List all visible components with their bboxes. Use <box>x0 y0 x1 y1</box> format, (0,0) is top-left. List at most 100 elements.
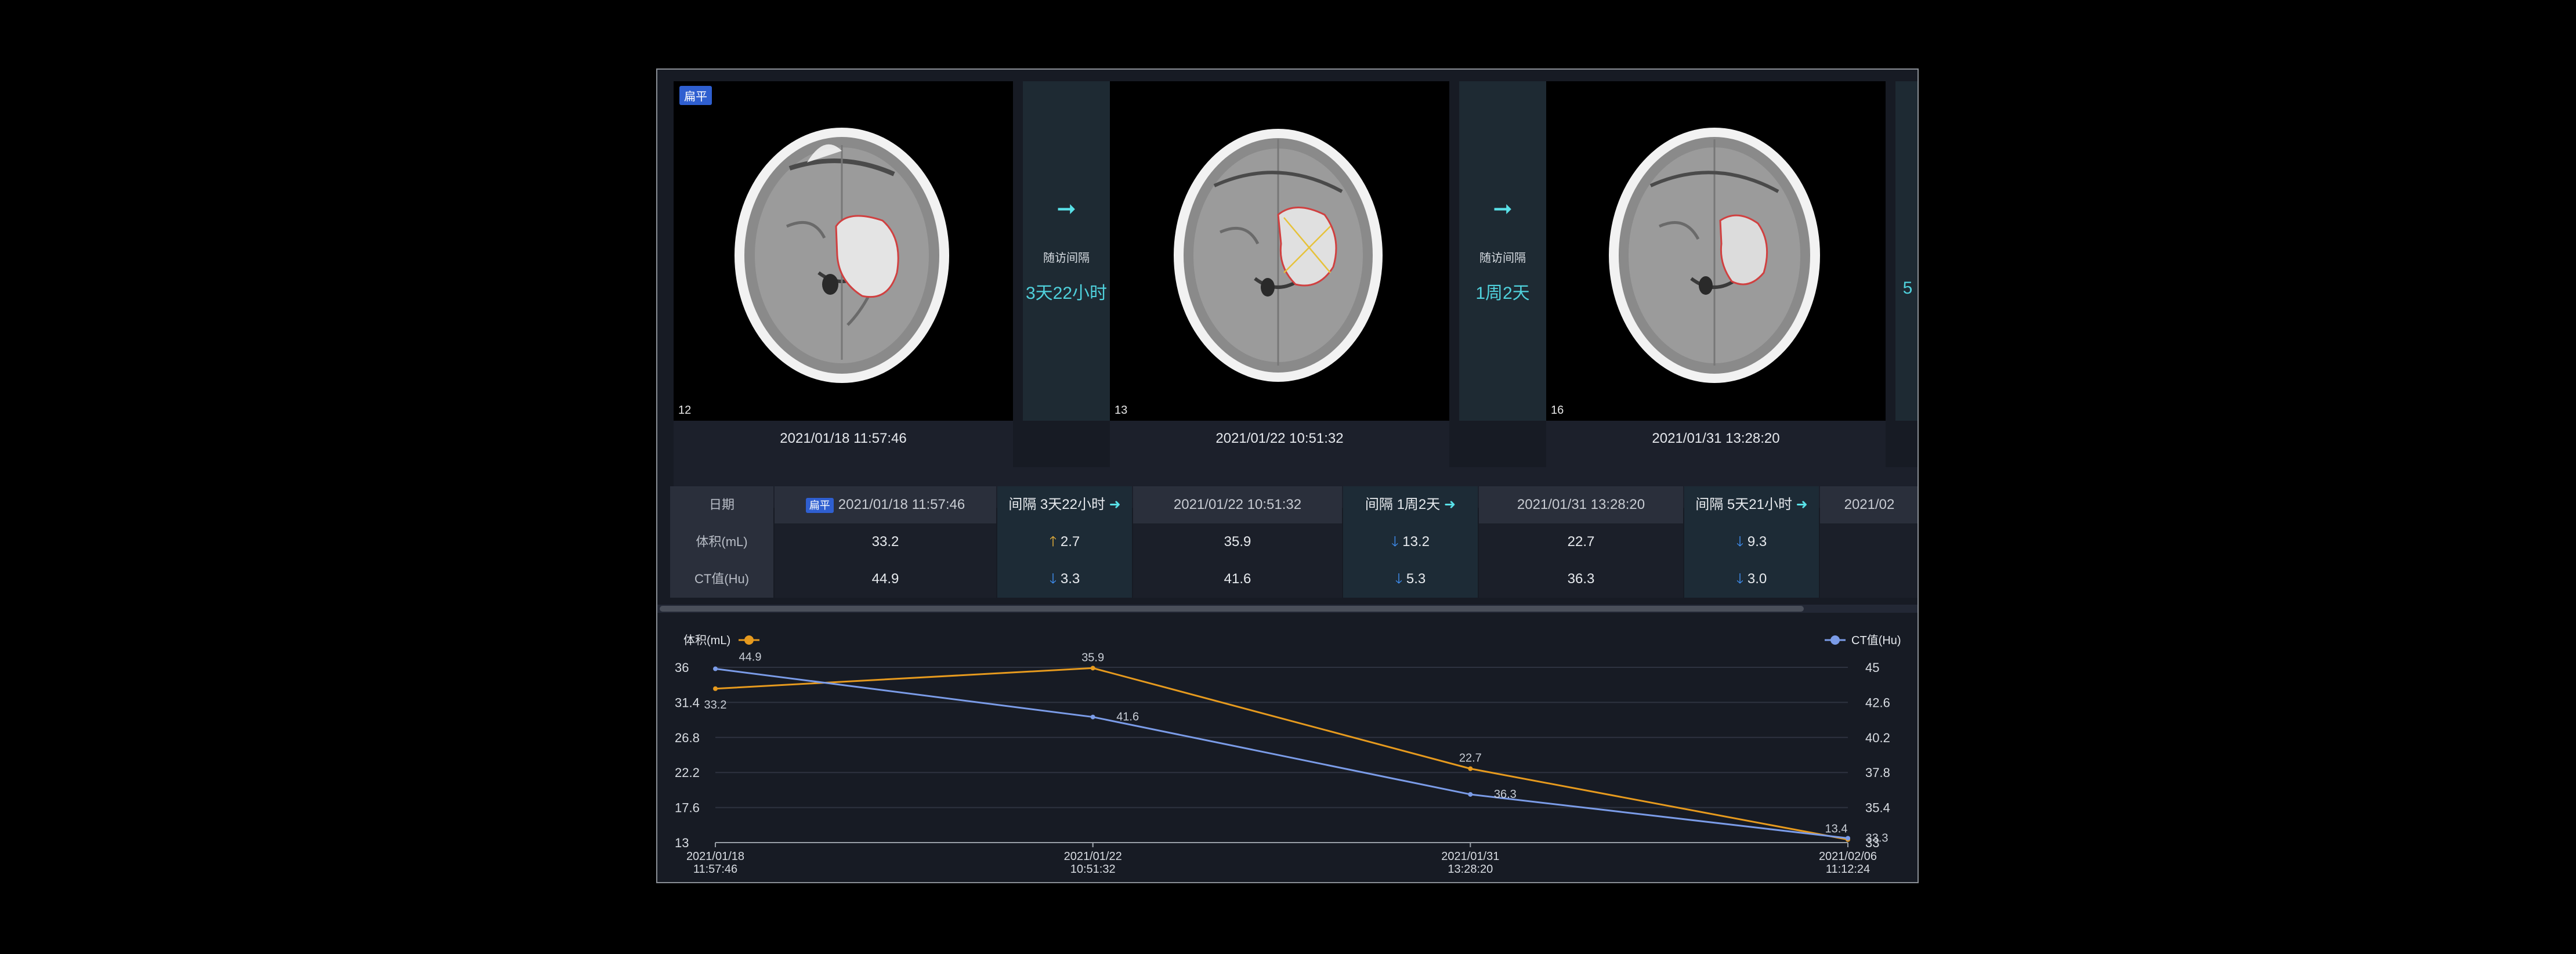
scan-datetime: 2021/01/18 11:57:46 <box>674 421 1013 467</box>
legend-ct-marker <box>1830 635 1840 645</box>
ct-scan-3 <box>1609 128 1820 383</box>
interval-label: 随访间隔 <box>1043 252 1090 265</box>
ct-panel-3[interactable]: 16 2021/01/31 13:28:20 <box>1546 81 1886 529</box>
volume-value <box>1820 523 1917 561</box>
volume-value: 35.9 <box>1133 523 1342 561</box>
data-label: 22.7 <box>1459 752 1482 765</box>
slice-number: 13 <box>1115 404 1128 417</box>
x-tick-label: 10:51:32 <box>1070 863 1116 876</box>
data-point <box>1090 666 1095 671</box>
row-label-ct: CT值(Hu) <box>670 561 773 598</box>
x-tick-label: 11:57:46 <box>693 863 737 876</box>
interval-header-1: 间隔 3天22小时 ➜ <box>997 486 1132 523</box>
flat-badge: 扁平 <box>805 497 834 513</box>
date-header-4[interactable]: 2021/02 <box>1820 486 1917 523</box>
volume-change: 🡓 13.2 <box>1343 523 1478 561</box>
date-header-1[interactable]: 扁平 2021/01/18 11:57:46 <box>775 486 996 523</box>
arrow-up-icon: 🡑 <box>1049 534 1057 550</box>
scan-datetime: 2021/01/31 13:28:20 <box>1546 421 1886 467</box>
interval-header-2: 间隔 1周2天 ➜ <box>1343 486 1478 523</box>
data-point <box>1468 792 1473 797</box>
interval-column-2: ➞ 随访间隔 1周2天 <box>1459 81 1546 421</box>
series-line-2 <box>715 668 1848 839</box>
volume-change: 🡑 2.7 <box>997 523 1132 561</box>
arrow-right-icon: ➞ <box>1057 196 1076 222</box>
arrow-down-icon: 🡓 <box>1395 571 1403 587</box>
date-header-2[interactable]: 2021/01/22 10:51:32 <box>1133 486 1342 523</box>
series-line-1 <box>715 667 1848 841</box>
row-label-volume: 体积(mL) <box>670 523 773 561</box>
trend-chart-svg: 36 45 31.4 42.6 26.8 40.2 22.2 37.8 17.6 35.4 13 33… <box>675 634 1901 876</box>
data-label: 13.4 <box>1825 823 1848 836</box>
x-tick-label: 2021/02/06 <box>1819 850 1877 863</box>
ct-scan-1 <box>735 128 949 383</box>
left-tick-label: 17.6 <box>675 801 700 815</box>
arrow-down-icon: 🡓 <box>1391 534 1399 550</box>
data-point <box>713 686 718 691</box>
ct-image-strip[interactable]: 扁平 12 2021/01/18 11:57:46 <box>674 81 1917 529</box>
left-tick-label: 22.2 <box>675 765 700 780</box>
data-label: 33.2 <box>704 699 727 711</box>
data-label: 33.3 <box>1866 832 1888 844</box>
interval-value: 1周2天 <box>1475 284 1530 303</box>
arrow-right-icon: ➜ <box>1796 497 1808 512</box>
ct-image-3[interactable]: 16 <box>1546 81 1886 421</box>
data-label: 36.3 <box>1494 788 1517 801</box>
interval-header-3: 间隔 5天21小时 ➜ <box>1684 486 1819 523</box>
legend-volume-label: 体积(mL) <box>683 634 730 647</box>
data-point <box>1468 766 1473 771</box>
volume-value: 33.2 <box>775 523 996 561</box>
right-tick-label: 37.8 <box>1865 765 1890 780</box>
interval-value: 3天22小时 <box>1025 284 1108 303</box>
x-tick-label: 2021/01/31 <box>1441 850 1499 863</box>
ct-change: 🡓 3.3 <box>997 561 1132 598</box>
data-point <box>1090 714 1095 720</box>
right-tick-label: 40.2 <box>1865 731 1890 745</box>
left-tick-label: 36 <box>675 660 689 675</box>
right-tick-label: 45 <box>1865 660 1879 675</box>
flat-badge: 扁平 <box>679 86 712 105</box>
ct-image-1[interactable]: 扁平 12 <box>674 81 1013 421</box>
slice-number: 12 <box>678 404 692 417</box>
arrow-right-icon: ➞ <box>1493 196 1513 222</box>
ct-change: 🡓 5.3 <box>1343 561 1478 598</box>
x-tick-label: 13:28:20 <box>1448 863 1493 876</box>
measurement-table[interactable]: 日期 扁平 2021/01/18 11:57:46 间隔 3天22小时 ➜ 202… <box>670 486 1917 602</box>
volume-change: 🡓 9.3 <box>1684 523 1819 561</box>
ct-panel-2[interactable]: 13 2021/01/22 10:51:32 <box>1110 81 1449 529</box>
interval-column-1: ➞ 随访间隔 3天22小时 <box>1023 81 1110 421</box>
ct-follow-up-window: 扁平 12 2021/01/18 11:57:46 <box>656 68 1919 883</box>
left-tick-label: 13 <box>675 836 689 850</box>
interval-column-3: 5 <box>1895 81 1917 421</box>
legend-volume-marker <box>744 635 754 645</box>
ct-value: 44.9 <box>775 561 996 598</box>
arrow-down-icon: 🡓 <box>1049 571 1057 587</box>
legend-ct-label: CT值(Hu) <box>1851 634 1901 647</box>
ct-image-2[interactable]: 13 <box>1110 81 1449 421</box>
ct-value: 41.6 <box>1133 561 1342 598</box>
right-tick-label: 42.6 <box>1865 695 1890 710</box>
left-tick-label: 26.8 <box>675 731 700 745</box>
data-label: 44.9 <box>739 651 762 664</box>
data-point <box>713 666 718 671</box>
x-tick-label: 2021/01/22 <box>1064 850 1122 863</box>
ct-scan-2 <box>1174 129 1383 382</box>
left-tick-label: 31.4 <box>675 695 700 710</box>
row-label-date: 日期 <box>670 486 773 523</box>
arrow-right-icon: ➜ <box>1443 497 1456 512</box>
interval-label: 随访间隔 <box>1479 252 1526 265</box>
scan-datetime: 2021/01/22 10:51:32 <box>1110 421 1449 467</box>
ct-value <box>1820 561 1917 598</box>
ct-change: 🡓 3.0 <box>1684 561 1819 598</box>
scrollbar-thumb[interactable] <box>660 606 1804 612</box>
arrow-right-icon: ➜ <box>1109 497 1121 512</box>
arrow-down-icon: 🡓 <box>1736 534 1744 550</box>
trend-chart: 36 45 31.4 42.6 26.8 40.2 22.2 37.8 17.6 35.4 13 33… <box>657 620 1917 882</box>
x-tick-label: 2021/01/18 <box>686 850 744 863</box>
volume-value: 22.7 <box>1479 523 1683 561</box>
arrow-down-icon: 🡓 <box>1736 571 1744 587</box>
ct-panel-1[interactable]: 扁平 12 2021/01/18 11:57:46 <box>674 81 1013 529</box>
interval-value: 5 <box>1902 279 1913 298</box>
date-header-3[interactable]: 2021/01/31 13:28:20 <box>1479 486 1683 523</box>
slice-number: 16 <box>1551 404 1564 417</box>
